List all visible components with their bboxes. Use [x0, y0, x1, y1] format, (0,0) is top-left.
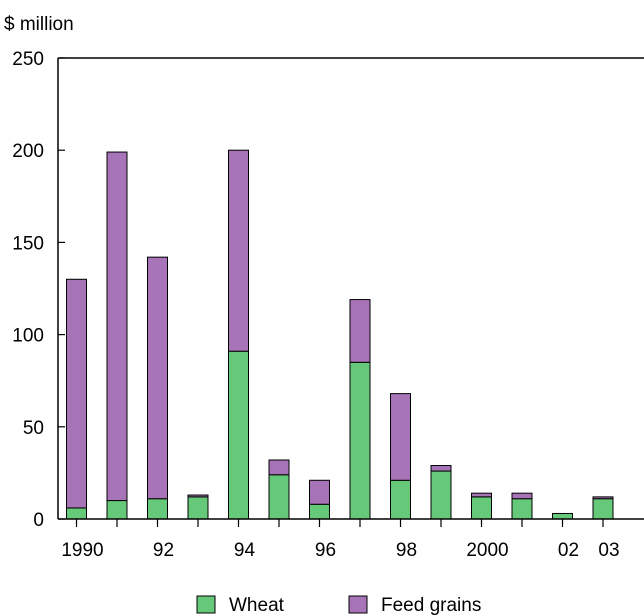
y-axis: 0 50 100 150 200 250 — [12, 49, 644, 531]
y-tick-label: 200 — [12, 141, 44, 162]
bar-wheat-2003 — [592, 498, 614, 520]
y-tick-label: 100 — [12, 326, 44, 347]
legend: Wheat Feed grains — [196, 595, 481, 615]
bar-feed-grains-1992 — [147, 256, 168, 500]
x-tick-label: 03 — [598, 540, 619, 561]
bar-feed-grains-1996 — [309, 479, 330, 505]
bar-feed-grains-1993 — [187, 494, 209, 498]
y-tick-label: 250 — [12, 49, 44, 70]
legend-label-wheat: Wheat — [229, 595, 285, 615]
y-tick-label: 150 — [12, 233, 44, 254]
bar-feed-grains-2003 — [592, 496, 614, 500]
bar-feed-grains-1998 — [390, 393, 411, 481]
bar-feed-grains-1999 — [430, 465, 452, 472]
y-tick-label: 50 — [23, 418, 44, 439]
bars-group — [66, 149, 614, 520]
bar-wheat-1992 — [147, 498, 168, 520]
bar-feed-grains-1994 — [228, 149, 249, 352]
bar-wheat-1993 — [187, 496, 209, 520]
bar-feed-grains-2001 — [511, 492, 533, 500]
x-tick-label: 02 — [558, 540, 579, 561]
x-tick-label: 92 — [153, 540, 174, 561]
y-tick-label: 0 — [33, 510, 44, 531]
x-tick-label: 2000 — [466, 540, 508, 561]
bar-feed-grains-1991 — [106, 151, 128, 502]
x-axis: 1990 92 94 96 98 2000 02 03 — [58, 518, 644, 561]
bar-wheat-1998 — [390, 479, 411, 520]
legend-swatch-feed-grains — [348, 595, 368, 614]
bar-wheat-1994 — [228, 350, 249, 520]
y-axis-unit-label: $ million — [4, 14, 74, 35]
bar-feed-grains-1990 — [66, 278, 87, 509]
x-tick-label: 96 — [315, 540, 336, 561]
bar-wheat-2001 — [511, 498, 533, 520]
bar-wheat-1995 — [268, 474, 290, 520]
bar-wheat-1991 — [106, 500, 128, 520]
bar-wheat-1990 — [66, 507, 87, 520]
x-tick-label: 94 — [234, 540, 256, 561]
bar-wheat-2000 — [471, 496, 492, 520]
bar-wheat-1996 — [309, 503, 330, 520]
legend-label-feed-grains: Feed grains — [381, 595, 481, 615]
bar-feed-grains-1995 — [268, 459, 290, 476]
x-tick-label: 98 — [396, 540, 417, 561]
bar-wheat-2002 — [552, 512, 573, 520]
bar-wheat-1999 — [430, 470, 452, 520]
legend-swatch-wheat — [196, 595, 216, 614]
bar-feed-grains-1997 — [349, 299, 371, 363]
bar-wheat-1997 — [349, 361, 371, 520]
bar-feed-grains-2000 — [471, 492, 492, 498]
x-tick-label: 1990 — [61, 540, 103, 561]
